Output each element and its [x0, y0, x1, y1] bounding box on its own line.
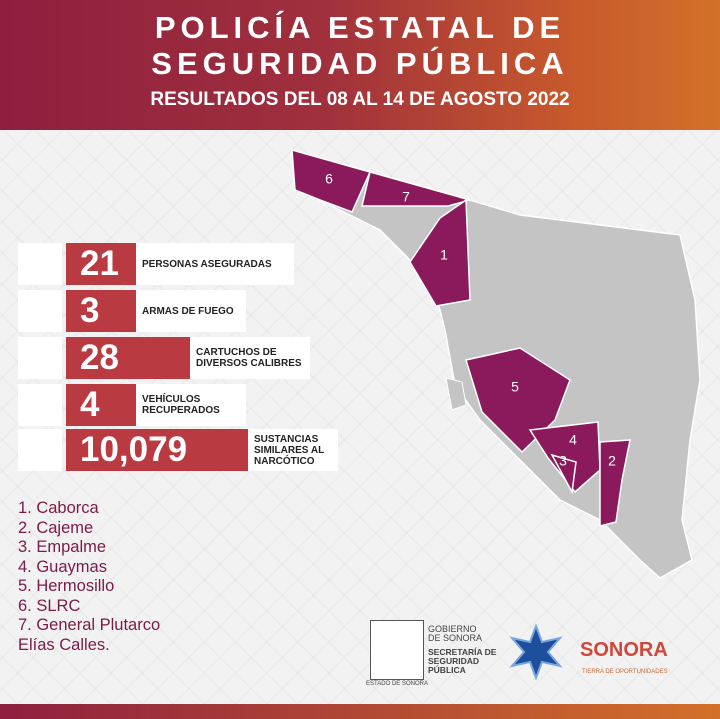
municipality: 7. General Plutarco Elías Calles.	[18, 616, 161, 654]
sonora-logo: SONORA	[580, 639, 668, 661]
title: POLICÍA ESTATAL DE	[154, 10, 566, 45]
municipality-list: 1. Caborca 2. Cajeme 3. Empalme 4. Guaymas 5…	[18, 499, 160, 655]
region-label: 2	[608, 453, 616, 469]
secretaria-logo: SECRETARÍA DE SEGURIDAD PÚBLICA	[428, 647, 497, 675]
municipality: 1. Caborca	[18, 499, 99, 517]
police-badge	[509, 624, 563, 680]
region-label: 6	[325, 171, 333, 187]
stat-label: SUSTANCIAS SIMILARES AL NARCÓTICO	[248, 429, 338, 471]
region-label: 1	[440, 247, 448, 263]
stat-value: 4	[66, 384, 136, 426]
region	[409, 198, 471, 307]
sonora-slogan: TIERRA DE OPORTUNIDADES	[582, 669, 668, 675]
region	[465, 347, 571, 454]
gobierno-logo: GOBIERNO DE SONORA	[428, 624, 483, 643]
region-label: 7	[402, 189, 410, 205]
region	[528, 421, 601, 494]
municipality: 4. Guaymas	[18, 557, 107, 576]
header: POLICÍA ESTATAL DE SEGURIDAD PÚBLICA RES…	[0, 0, 720, 130]
region-label: 3	[559, 453, 567, 469]
region	[599, 439, 631, 527]
stat-value: 28	[66, 337, 190, 379]
region	[291, 148, 372, 213]
municipality: 6. SLRC	[18, 596, 81, 615]
footer-bar	[0, 704, 720, 719]
stat-icon	[18, 337, 62, 379]
coat-of-arms	[370, 620, 424, 680]
stat-icon	[18, 290, 62, 332]
stat-value: 10,079	[66, 429, 248, 471]
island	[445, 377, 467, 411]
region	[361, 171, 473, 207]
stat-label: CARTUCHOS DE DIVERSOS CALIBRES	[190, 337, 310, 379]
stat-label: VEHÍCULOS RECUPERADOS	[136, 384, 246, 426]
municipality: 5. Hermosillo	[18, 577, 115, 595]
municipality: 3. Empalme	[18, 538, 107, 556]
coat-label: ESTADO DE SONORA	[366, 681, 428, 687]
stat-icon	[18, 384, 62, 426]
stat-value: 21	[66, 243, 136, 285]
region	[550, 453, 577, 495]
region-label: 4	[569, 432, 577, 448]
region-label: 5	[511, 379, 519, 395]
title: SEGURIDAD PÚBLICA	[151, 46, 569, 81]
stat-label: PERSONAS ASEGURADAS	[136, 243, 294, 285]
stat-value: 3	[66, 290, 136, 332]
subtitle: RESULTADOS DEL 08 AL 14 DE AGOSTO 2022	[150, 89, 570, 110]
stat-icon	[18, 243, 62, 285]
stat-icon	[18, 429, 62, 471]
stat-label: ARMAS DE FUEGO	[136, 290, 246, 332]
municipality: 2. Cajeme	[18, 518, 94, 537]
map: 1 2 3 4 5 6 7	[291, 148, 701, 579]
